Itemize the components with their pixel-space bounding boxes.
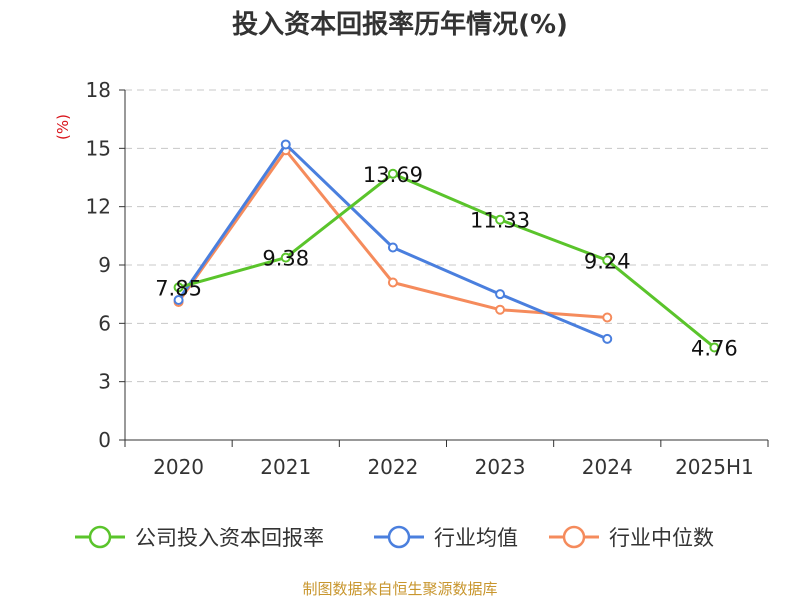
- legend-marker-2: [562, 525, 586, 549]
- data-point-s1-2020: [173, 295, 184, 305]
- series-line-0: [177, 172, 716, 349]
- y-axis-unit-label: (%): [54, 114, 72, 140]
- x-tick-label-2025H1: 2025H1: [675, 455, 754, 479]
- data-point-s0-2020: [173, 282, 184, 293]
- data-point-s0-2021: [280, 252, 291, 263]
- x-tick-label-2022: 2022: [367, 455, 418, 479]
- data-point-s0-2025H1: [709, 342, 720, 353]
- data-label-2020: 7.85: [155, 276, 202, 300]
- legend-label-2: 行业中位数: [609, 526, 714, 550]
- data-point-s1-2021: [280, 139, 291, 150]
- y-tick-label-9: 9: [98, 253, 111, 277]
- data-label-2024: 9.24: [584, 249, 631, 273]
- data-point-s1-2023: [495, 289, 506, 300]
- y-tick-label-15: 15: [86, 136, 111, 160]
- data-label-2021: 9.38: [262, 247, 309, 271]
- y-tick-label-3: 3: [98, 370, 111, 394]
- chart-title: 投入资本回报率历年情况(%): [232, 9, 568, 40]
- series-lines: [173, 139, 720, 353]
- legend-marker-1: [387, 525, 411, 549]
- legend-marker-0: [88, 525, 112, 549]
- data-label-2023: 11.33: [470, 209, 530, 233]
- data-label-2022: 13.69: [363, 163, 423, 187]
- y-tick-label-6: 6: [98, 311, 111, 335]
- x-tick-label-2020: 2020: [153, 455, 204, 479]
- axes: 0 3 6 9 12 15 18 2020 2021 2022 2023 2024 2025H1: [86, 78, 769, 479]
- y-tick-label-12: 12: [86, 195, 111, 219]
- data-point-s0-2024: [602, 255, 613, 266]
- data-point-s1-2022: [387, 242, 398, 253]
- data-point-s2-2024: [602, 312, 613, 323]
- legend: 公司投入资本回报率 行业均值 行业中位数: [75, 525, 714, 550]
- x-tick-label-2021: 2021: [260, 455, 311, 479]
- source-footer: 制图数据来自恒生聚源数据库: [302, 580, 497, 598]
- data-labels: 7.85 9.38 13.69 11.33 9.24 4.76: [155, 163, 738, 361]
- y-tick-label-0: 0: [98, 428, 111, 452]
- x-tick-label-2024: 2024: [582, 455, 633, 479]
- data-point-s2-2022: [387, 277, 398, 288]
- data-point-s0-2022: [387, 168, 398, 179]
- data-point-s0-2023: [495, 214, 506, 225]
- legend-label-0: 公司投入资本回报率: [135, 526, 324, 550]
- y-tick-label-18: 18: [86, 78, 111, 102]
- legend-label-1: 行业均值: [434, 526, 518, 550]
- data-label-2025H1: 4.76: [691, 336, 738, 360]
- x-tick-label-2023: 2023: [475, 455, 526, 479]
- data-point-s2-2023: [495, 304, 506, 315]
- data-point-s1-2024: [602, 333, 613, 344]
